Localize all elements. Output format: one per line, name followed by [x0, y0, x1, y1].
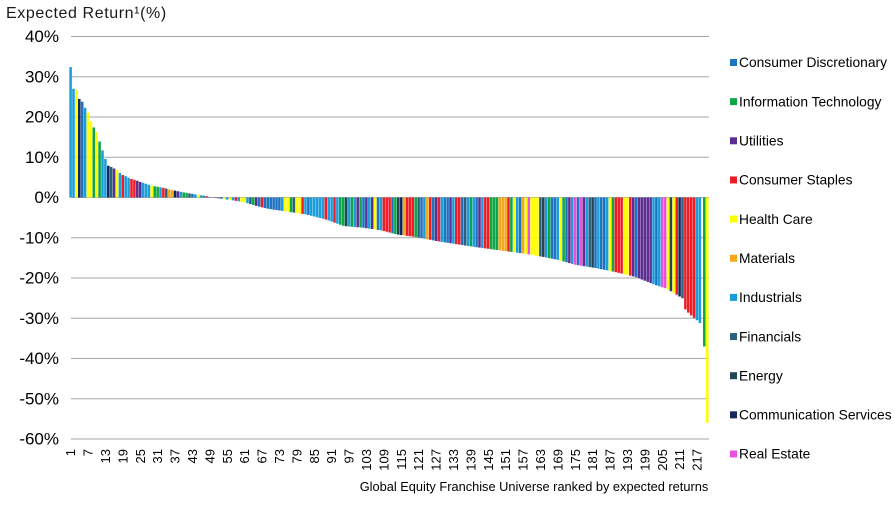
svg-text:Materials: Materials [739, 251, 795, 266]
svg-text:163: 163 [533, 449, 548, 471]
svg-text:43: 43 [185, 449, 200, 463]
svg-text:Communication Services: Communication Services [739, 408, 892, 423]
svg-text:Energy: Energy [739, 368, 783, 383]
svg-text:169: 169 [550, 449, 565, 471]
svg-text:139: 139 [463, 449, 478, 471]
svg-text:1: 1 [63, 449, 78, 456]
svg-text:-10%: -10% [19, 228, 59, 247]
svg-text:7: 7 [81, 449, 96, 456]
svg-text:49: 49 [202, 449, 217, 463]
svg-text:Financials: Financials [739, 329, 801, 344]
svg-text:127: 127 [429, 449, 444, 471]
svg-text:145: 145 [481, 449, 496, 471]
svg-text:Global Equity Franchise Univer: Global Equity Franchise Universe ranked … [360, 479, 709, 494]
svg-text:85: 85 [307, 449, 322, 463]
svg-text:91: 91 [324, 449, 339, 463]
svg-text:-40%: -40% [19, 349, 59, 368]
svg-text:61: 61 [237, 449, 252, 463]
svg-text:31: 31 [150, 449, 165, 463]
svg-text:97: 97 [342, 449, 357, 463]
svg-text:20%: 20% [25, 108, 59, 127]
svg-text:10%: 10% [25, 148, 59, 167]
svg-text:37: 37 [168, 449, 183, 463]
svg-text:Expected Return¹(%): Expected Return¹(%) [6, 5, 167, 22]
svg-text:73: 73 [272, 449, 287, 463]
svg-text:133: 133 [446, 449, 461, 471]
svg-text:151: 151 [498, 449, 513, 471]
svg-text:187: 187 [603, 449, 618, 471]
svg-text:-20%: -20% [19, 269, 59, 288]
svg-text:Health Care: Health Care [739, 212, 813, 227]
svg-text:211: 211 [672, 449, 687, 470]
svg-text:-30%: -30% [19, 309, 59, 328]
svg-text:19: 19 [115, 449, 130, 463]
svg-text:109: 109 [376, 449, 391, 471]
svg-text:Real Estate: Real Estate [739, 447, 811, 462]
svg-text:103: 103 [359, 449, 374, 471]
svg-text:193: 193 [620, 449, 635, 471]
svg-text:181: 181 [585, 449, 600, 471]
svg-text:25: 25 [133, 449, 148, 463]
svg-text:0%: 0% [34, 188, 59, 207]
svg-text:175: 175 [568, 449, 583, 471]
svg-text:67: 67 [255, 449, 270, 463]
svg-text:217: 217 [690, 449, 705, 471]
svg-text:13: 13 [98, 449, 113, 463]
svg-text:-60%: -60% [19, 430, 59, 449]
svg-text:Consumer Discretionary: Consumer Discretionary [739, 55, 887, 70]
svg-text:55: 55 [220, 449, 235, 463]
svg-text:30%: 30% [25, 67, 59, 86]
svg-text:Industrials: Industrials [739, 290, 802, 305]
svg-text:-50%: -50% [19, 389, 59, 408]
svg-text:205: 205 [655, 449, 670, 471]
svg-text:121: 121 [411, 449, 426, 471]
svg-text:Information Technology: Information Technology [739, 94, 882, 109]
svg-text:Consumer Staples: Consumer Staples [739, 173, 853, 188]
svg-text:40%: 40% [25, 27, 59, 46]
svg-text:115: 115 [394, 449, 409, 470]
svg-text:157: 157 [516, 449, 531, 471]
svg-text:199: 199 [637, 449, 652, 471]
svg-text:79: 79 [289, 449, 304, 463]
svg-text:Utilities: Utilities [739, 134, 784, 149]
